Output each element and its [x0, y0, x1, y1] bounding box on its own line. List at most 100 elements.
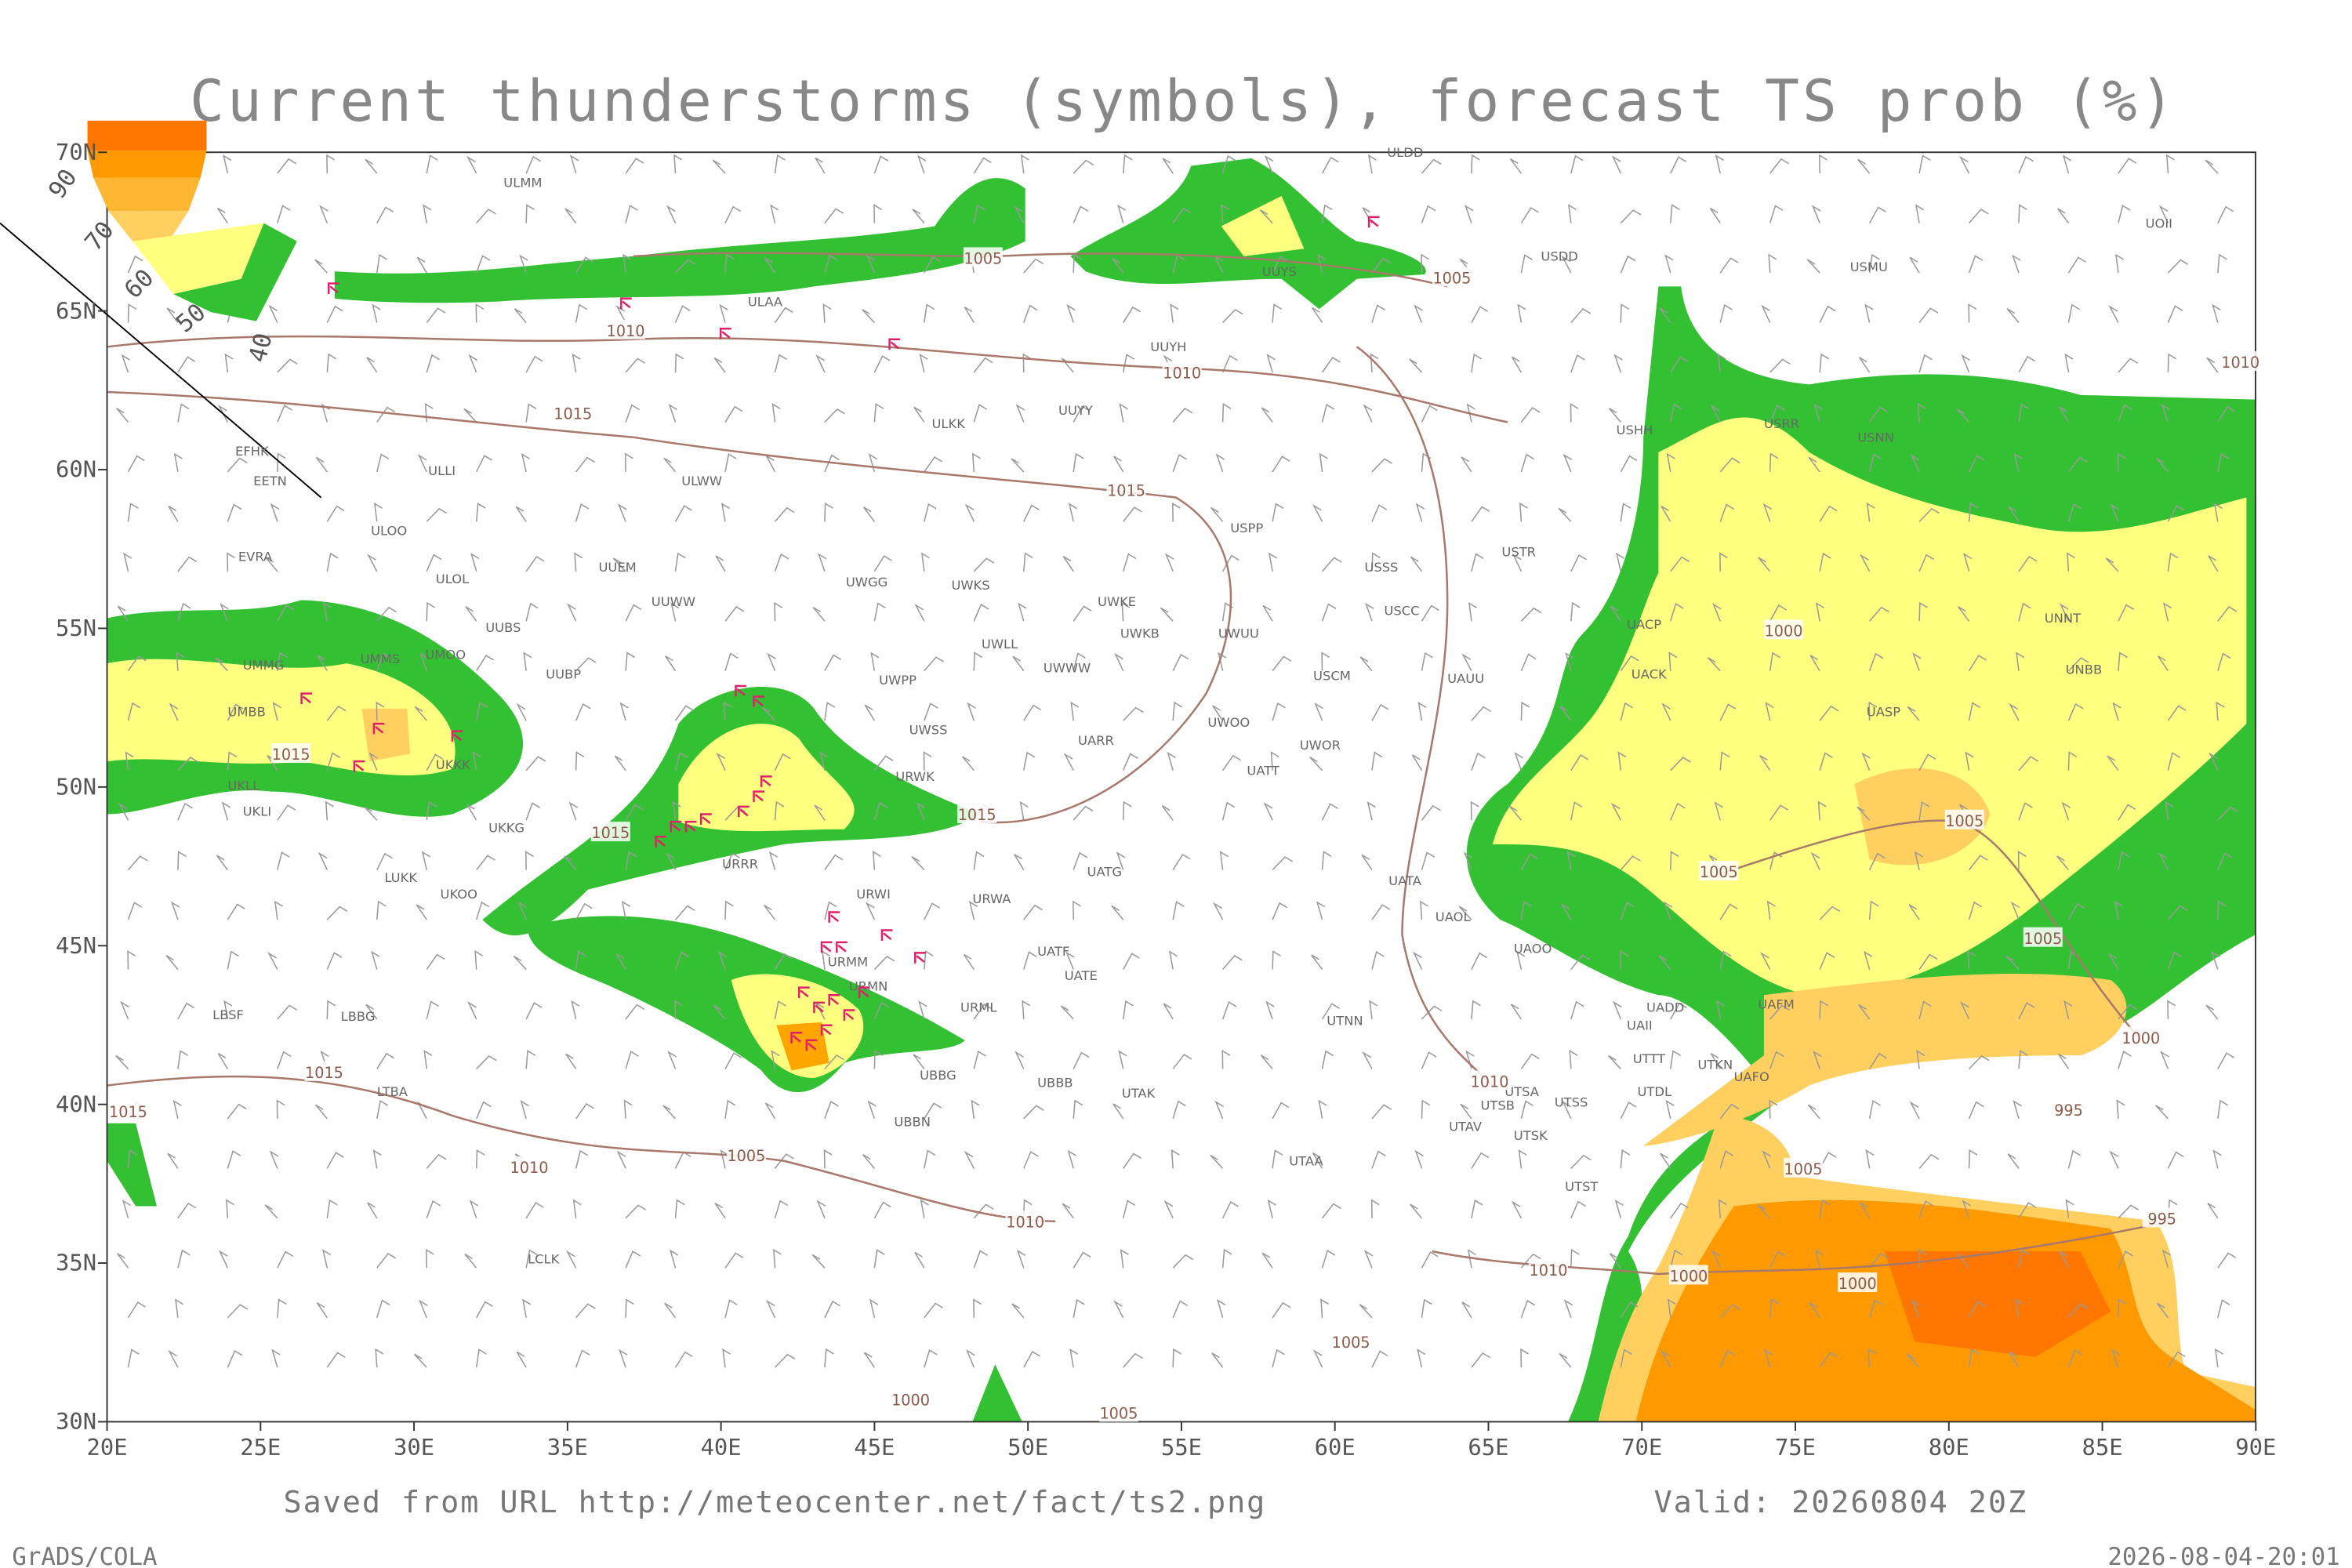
wind-barb	[1809, 1302, 1820, 1319]
wind-barb	[173, 452, 183, 473]
wind-barb	[1471, 353, 1483, 373]
wind-barb	[1023, 1105, 1044, 1120]
wind-barb	[416, 904, 427, 920]
wind-barb	[1511, 356, 1523, 373]
wind-barb	[865, 902, 876, 920]
wind-barb	[1866, 503, 1875, 522]
isobar-label: 1005	[2024, 930, 2062, 948]
wind-barb	[863, 1352, 876, 1368]
wind-barb	[1918, 507, 1940, 522]
wind-barb	[127, 702, 141, 721]
wind-barb	[714, 1203, 726, 1219]
wind-barb	[525, 355, 543, 373]
wind-barb	[973, 1050, 986, 1069]
wind-barb	[2165, 154, 2175, 174]
wind-barb	[1122, 800, 1132, 821]
wind-barb	[1266, 354, 1276, 373]
wind-barb	[873, 355, 891, 373]
wind-barb	[1471, 1152, 1490, 1169]
wind-barb	[1063, 753, 1074, 771]
station-label: EVRA	[238, 549, 273, 564]
wind-barb	[426, 554, 442, 572]
wind-barb	[824, 254, 838, 274]
wind-barb	[625, 1204, 647, 1219]
wind-barb	[862, 506, 876, 522]
wind-barb	[1620, 303, 1630, 323]
wind-barb	[1421, 405, 1438, 423]
wind-barb	[475, 503, 486, 522]
wind-barb	[372, 303, 381, 323]
thunderstorm-symbol	[684, 820, 697, 833]
wind-barb	[1321, 357, 1341, 373]
wind-barb	[1023, 951, 1037, 970]
wind-barb	[1868, 453, 1882, 473]
thunderstorm-symbol	[670, 820, 682, 833]
wind-barb	[1321, 803, 1338, 821]
station-label: USHH	[1617, 423, 1653, 437]
wind-barb	[525, 1202, 544, 1219]
wind-barb	[1121, 601, 1131, 622]
station-label: UACP	[1627, 617, 1661, 632]
station-label: ULDD	[1387, 145, 1423, 160]
wind-barb	[1073, 1051, 1090, 1069]
wind-barb	[373, 503, 383, 522]
wind-barb	[824, 854, 844, 871]
wind-barb	[1962, 553, 1973, 572]
isobar-label-box	[1668, 1265, 1708, 1285]
wind-barb	[1968, 1101, 1984, 1120]
wind-barb	[916, 801, 926, 821]
wind-barb	[1263, 802, 1273, 821]
station-label: UKKK	[436, 757, 471, 772]
wind-barb	[1768, 253, 1777, 274]
wind-barb	[426, 354, 440, 373]
wind-barb	[774, 354, 788, 373]
station-label: UWWW	[1044, 661, 1091, 676]
wind-barb	[2067, 751, 2078, 771]
wind-barb	[1011, 458, 1025, 473]
wind-barb	[625, 851, 637, 870]
wind-barb	[973, 1298, 982, 1318]
wind-barb	[116, 1253, 129, 1269]
station-label: UAOL	[1436, 909, 1472, 924]
wind-barb	[1620, 902, 1635, 920]
wind-barb	[466, 155, 477, 174]
wind-barb	[762, 706, 776, 721]
station-label: UAOO	[1514, 941, 1552, 956]
wind-barb	[1272, 503, 1284, 522]
wind-barb	[1868, 852, 1886, 870]
wind-barb	[117, 605, 129, 622]
wind-barb	[519, 254, 528, 274]
wind-barb	[1172, 1054, 1192, 1069]
wind-barb	[277, 205, 291, 223]
wind-barb	[426, 1000, 439, 1020]
wind-barb	[724, 253, 735, 274]
wind-barb	[2018, 802, 2033, 821]
wind-barb	[575, 303, 588, 323]
wind-barb	[724, 205, 742, 223]
isobar-label: 1005	[1432, 270, 1471, 288]
station-label: USPP	[1230, 521, 1263, 535]
wind-barb	[924, 950, 934, 970]
station-label: LBSF	[212, 1007, 244, 1022]
valid-time: Valid: 20260804 20Z	[1654, 1485, 2027, 1520]
wind-barb	[723, 701, 732, 721]
wind-barb	[1317, 253, 1327, 274]
wind-barb	[524, 851, 534, 870]
station-label: UATF	[1037, 944, 1069, 959]
wind-barb	[1321, 403, 1335, 423]
wind-barb	[1073, 1251, 1091, 1269]
wind-barb	[1221, 403, 1232, 423]
wind-barb	[1172, 653, 1189, 672]
wind-barb	[911, 856, 925, 871]
wind-barb	[1568, 204, 1577, 223]
wind-barb	[2118, 1051, 2132, 1069]
wind-barb	[1769, 358, 1791, 373]
wind-barb	[217, 1052, 229, 1069]
wind-barb	[1221, 1248, 1232, 1269]
wind-barb	[1819, 906, 1841, 920]
wind-barb	[968, 900, 978, 920]
wind-barb	[1111, 905, 1124, 920]
isobar	[107, 390, 1232, 824]
wind-barb	[1968, 209, 1989, 224]
wind-barb	[1371, 703, 1389, 721]
